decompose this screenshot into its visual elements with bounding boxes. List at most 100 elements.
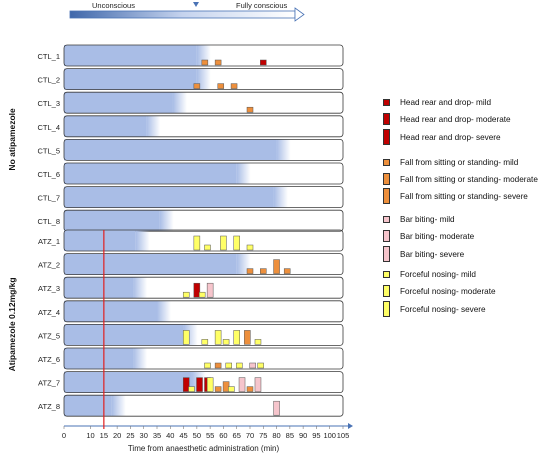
legend-item: Head rear and drop- severe: [383, 129, 501, 145]
unconscious-fade: [172, 92, 187, 114]
x-tick-label: 20: [113, 431, 121, 440]
event-marker: [246, 106, 254, 113]
group-label: Atipamezole 0.12mg/kg: [7, 277, 17, 371]
event-marker: [193, 235, 201, 251]
legend-swatch: [383, 230, 390, 242]
legend-swatch: [383, 113, 390, 125]
event-marker: [273, 259, 280, 274]
unconscious-fill: [64, 230, 136, 251]
event-marker: [182, 330, 190, 345]
unconscious-fill: [64, 92, 173, 114]
event-marker: [217, 83, 225, 89]
legend-swatch: [383, 246, 390, 262]
event-marker: [182, 291, 190, 298]
event-marker: [233, 235, 240, 251]
legend-item: Bar biting- moderate: [383, 229, 474, 243]
x-axis-arrow: [348, 423, 353, 429]
row-frame: [63, 394, 344, 417]
event-marker: [225, 362, 232, 369]
legend-item: Bar biting- mild: [383, 212, 455, 226]
legend-item: Forceful nosing- moderate: [383, 284, 496, 298]
unconscious-fill: [64, 371, 192, 393]
legend-label: Head rear and drop- mild: [400, 97, 492, 107]
unconscious-fill: [64, 139, 277, 161]
x-tick-label: 25: [126, 431, 134, 440]
legend-swatch: [383, 301, 390, 317]
legend-swatch: [383, 215, 390, 223]
event-marker: [228, 386, 235, 392]
consciousness-marker: [193, 2, 199, 7]
unconscious-fade: [159, 210, 174, 232]
row-label: ATZ_2: [38, 261, 60, 270]
x-tick-label: 70: [246, 431, 254, 440]
row-label: CTL_1: [37, 52, 60, 61]
row-label: CTL_8: [37, 217, 60, 226]
event-marker: [236, 362, 243, 369]
event-marker: [188, 386, 195, 392]
row-frame: [63, 209, 344, 232]
event-marker: [273, 400, 280, 416]
row-label: CTL_5: [37, 146, 60, 155]
unconscious-fade: [133, 277, 148, 299]
unconscious-fade: [146, 115, 161, 137]
row-frame: [63, 276, 344, 299]
row-label: ATZ_6: [38, 355, 60, 364]
unconscious-fade: [276, 139, 291, 161]
row-label: ATZ_8: [38, 402, 60, 411]
unconscious-fill: [64, 163, 237, 184]
x-tick-label: 50: [193, 431, 201, 440]
event-marker: [193, 282, 201, 298]
legend-label: Fall from sitting or standing- moderate: [400, 174, 538, 184]
legend-item: Forceful nosing- mild: [383, 267, 476, 281]
event-marker: [254, 339, 262, 345]
legend-swatch: [383, 285, 390, 297]
legend-label: Forceful nosing- moderate: [400, 286, 496, 296]
x-tick-label: 55: [206, 431, 214, 440]
event-marker: [257, 362, 264, 369]
consciousness-arrow-body: [69, 10, 296, 19]
x-tick-label: 75: [259, 431, 267, 440]
event-marker: [260, 59, 267, 66]
row-label: ATZ_5: [38, 331, 60, 340]
event-marker: [214, 386, 222, 392]
x-tick-label: 40: [166, 431, 174, 440]
unconscious-fill: [64, 324, 184, 346]
event-marker: [206, 377, 214, 392]
arrow-right-label: Fully conscious: [236, 1, 288, 10]
unconscious-fill: [64, 253, 237, 275]
row-frame: [63, 371, 344, 394]
legend-swatch: [383, 158, 390, 166]
unconscious-fade: [196, 68, 211, 90]
legend-swatch: [383, 98, 390, 106]
row-frame: [63, 253, 344, 276]
x-tick-label: 45: [179, 431, 187, 440]
row-label: ATZ_7: [38, 379, 60, 388]
legend-item: Fall from sitting or standing- mild: [383, 155, 518, 169]
legend-swatch: [383, 270, 390, 278]
legend-label: Forceful nosing- severe: [400, 304, 486, 314]
event-marker: [193, 83, 201, 89]
legend-item: Head rear and drop- moderate: [383, 112, 511, 126]
event-marker: [201, 59, 209, 66]
row-label: CTL_7: [37, 194, 60, 203]
legend-label: Bar biting- mild: [400, 214, 455, 224]
row-frame: [63, 68, 344, 90]
legend-item: Forceful nosing- severe: [383, 301, 486, 317]
legend-swatch: [383, 129, 390, 145]
x-tick-label: 90: [299, 431, 307, 440]
event-marker: [214, 362, 222, 369]
x-tick-label: 10: [86, 431, 94, 440]
unconscious-fill: [64, 68, 197, 90]
row-label: ATZ_4: [38, 308, 60, 317]
row-frame: [63, 115, 344, 138]
x-axis-title: Time from anaesthetic administration (mi…: [128, 444, 280, 453]
x-tick-label: 80: [272, 431, 280, 440]
event-marker: [196, 377, 203, 392]
unconscious-fill: [64, 277, 134, 299]
unconscious-fade: [157, 300, 171, 322]
legend-label: Head rear and drop- moderate: [400, 114, 511, 124]
unconscious-fill: [64, 300, 157, 322]
x-tick-label: 85: [286, 431, 294, 440]
x-tick-label: 60: [219, 431, 227, 440]
legend-item: Head rear and drop- mild: [383, 95, 491, 109]
